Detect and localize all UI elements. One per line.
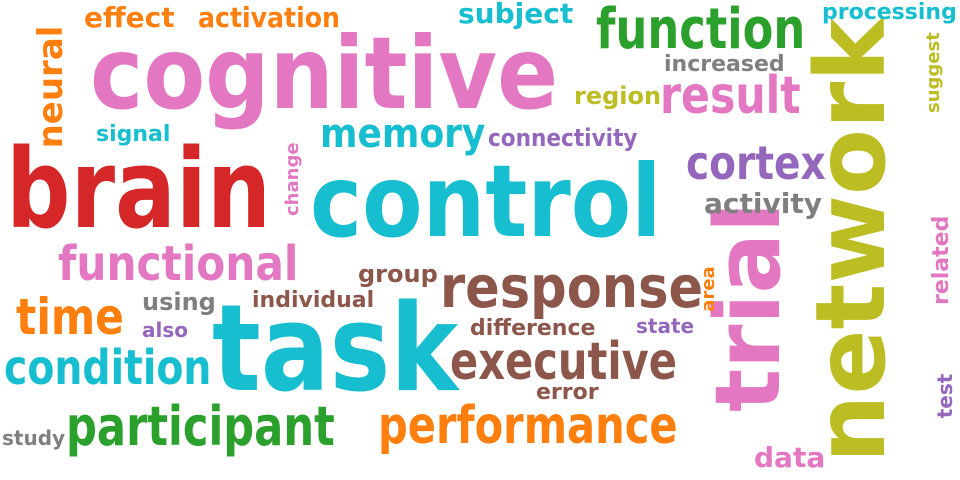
word-connectivity: connectivity — [488, 124, 638, 152]
word-individual: individual — [252, 288, 375, 313]
word-study: study — [2, 426, 66, 450]
word-response: response — [440, 253, 704, 321]
word-processing: processing — [822, 0, 957, 25]
word-control: control — [310, 143, 662, 260]
word-brain: brain — [6, 125, 272, 253]
word-using: using — [142, 288, 216, 316]
word-activation: activation — [198, 1, 341, 34]
word-effect: effect — [84, 1, 175, 34]
word-participant: participant — [66, 395, 335, 458]
word-function: function — [596, 0, 806, 62]
word-functional: functional — [58, 236, 299, 292]
word-also: also — [142, 318, 188, 342]
word-related: related — [929, 215, 954, 305]
word-difference: difference — [470, 316, 596, 341]
word-area: area — [698, 266, 719, 312]
word-activity: activity — [704, 187, 822, 220]
word-group: group — [358, 260, 438, 288]
word-result: result — [660, 66, 801, 126]
word-time: time — [16, 288, 125, 346]
word-performance: performance — [378, 396, 678, 456]
word-network: network — [795, 17, 907, 463]
word-neural: neural — [31, 25, 71, 149]
word-task: task — [212, 280, 459, 419]
word-region: region — [574, 82, 662, 110]
word-cognitive: cognitive — [90, 15, 559, 132]
word-memory: memory — [320, 111, 486, 157]
word-error: error — [536, 380, 599, 405]
word-change: change — [282, 142, 303, 216]
word-suggest: suggest — [923, 32, 944, 113]
word-data: data — [754, 441, 826, 474]
word-test: test — [933, 373, 957, 419]
word-state: state — [636, 314, 695, 338]
word-increased: increased — [664, 52, 785, 77]
word-condition: condition — [4, 340, 212, 396]
word-signal: signal — [96, 122, 171, 147]
word-cortex: cortex — [686, 136, 826, 190]
word-executive: executive — [450, 332, 678, 392]
word-subject: subject — [458, 0, 574, 30]
